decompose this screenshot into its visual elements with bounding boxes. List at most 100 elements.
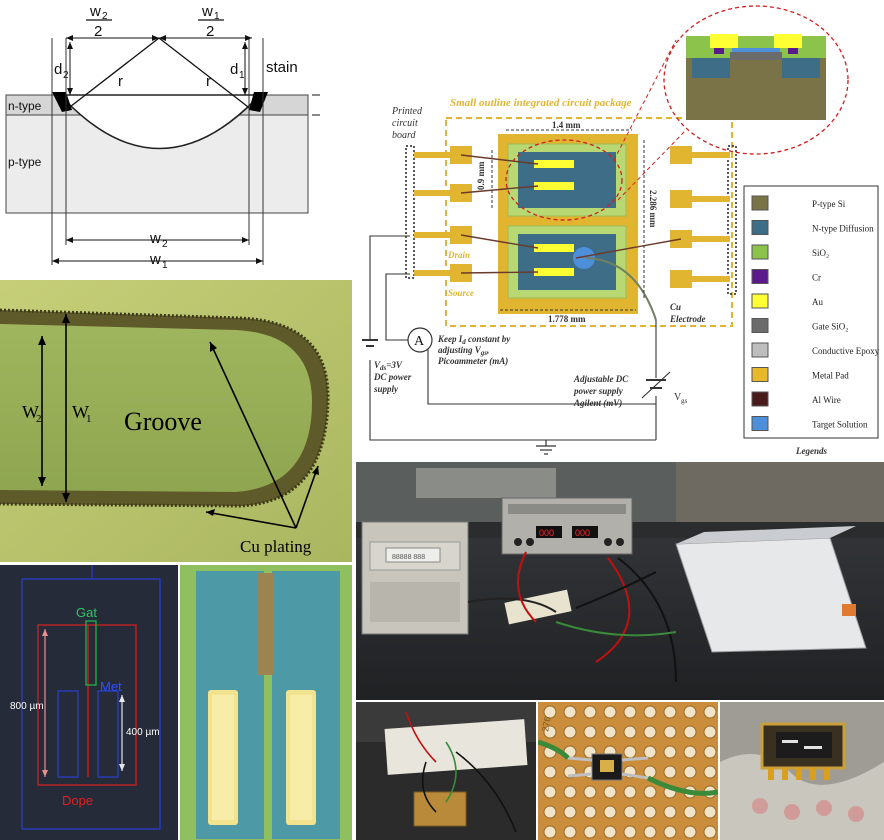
label-electrode: Electrode [669, 314, 706, 324]
perf-hole [663, 725, 677, 739]
perfboard-photo-panel: 276 [538, 702, 718, 840]
label-vgs: V [674, 392, 682, 403]
perf-hole [643, 725, 657, 739]
packaged-chip-svg [720, 702, 884, 840]
arrowheads-w [38, 314, 70, 502]
perf-hole [603, 805, 617, 819]
packaged-chip-photo-panel [720, 702, 884, 840]
stain-mark-left [52, 92, 72, 112]
cavity-wires [782, 740, 822, 749]
legend-label: Conductive Epoxy [812, 346, 880, 356]
perf-hole [703, 725, 717, 739]
mask-layout-svg: Gat Met Dope 800 µm 400 µm [0, 565, 178, 840]
callout-ellipse-small [505, 139, 623, 221]
package-dimensions [491, 129, 645, 311]
perf-hole [603, 725, 617, 739]
legend-swatch [751, 342, 769, 358]
groove-floor [0, 324, 312, 492]
label-pcb-1: Printed [391, 106, 423, 117]
perf-hole [623, 725, 637, 739]
perf-hole [623, 705, 637, 719]
label-d2: d [54, 61, 62, 78]
perfboard-small [413, 791, 467, 827]
label-dim-2-286mm: 2.286 mm [648, 190, 658, 228]
bond-wires [460, 154, 682, 274]
legend-swatch [751, 244, 769, 260]
perf-hole [623, 825, 637, 839]
pcb-bar-left [405, 145, 415, 279]
perfboard-photo-svg: 276 [538, 702, 718, 840]
label-w2-num: w [89, 3, 101, 20]
dim-d-arrowheads [67, 42, 248, 95]
label-vgs-sub: gs [681, 397, 688, 405]
perf-hole [623, 785, 637, 799]
label-r-left: r [118, 73, 123, 90]
solder-joints [567, 756, 649, 780]
groove-cross-section-svg: w 2 2 w 1 2 d 2 d 1 r r stain x j n-type… [5, 3, 320, 271]
perf-hole [543, 705, 557, 719]
cross-section-inset [686, 34, 826, 120]
label-dope: Dope [62, 793, 93, 808]
label-w1-bottom: w [149, 251, 161, 268]
gate-region [85, 620, 97, 686]
laptop [675, 526, 867, 653]
label-adjustable-3: Agilent (mV) [573, 398, 622, 408]
metal-region-left [57, 690, 79, 778]
legend-label: SiO₂ [812, 248, 829, 258]
perf-hole [543, 725, 557, 739]
label-pcb-3: board [392, 130, 417, 141]
label-groove: Groove [124, 407, 202, 436]
legend-items: P-type Si N-type Diffusion SiO₂ Cr Au Gate Si… [751, 195, 880, 431]
label-vds: Vds=3V [374, 360, 403, 372]
label-w2-sub: 2 [36, 413, 42, 425]
label-cu-plating: Cu plating [240, 537, 312, 556]
breadboard-photo-wires [405, 711, 517, 833]
perf-hole [643, 745, 657, 759]
perfboard-label: 276 [540, 716, 552, 733]
label-gate: Gat [76, 605, 97, 620]
perf-hole [543, 765, 557, 779]
label-picoammeter: Picoammeter (mA) [438, 356, 508, 366]
pins-left [414, 146, 472, 282]
perf-hole [663, 765, 677, 779]
ammeter-label: A [414, 334, 425, 349]
label-n-type: n-type [8, 99, 42, 113]
label-w1-num-sub: 1 [214, 11, 220, 22]
perf-hole [583, 785, 597, 799]
chip-micrograph-panel [180, 565, 352, 840]
perf-hole [663, 805, 677, 819]
label-dc-power: DC power [373, 372, 412, 382]
perf-hole [683, 805, 697, 819]
au-pad-right-highlight [290, 695, 312, 820]
perf-hole [703, 805, 717, 819]
legend-label: Metal Pad [812, 371, 849, 381]
callout-leader-bottom [617, 129, 687, 201]
layout-background [0, 565, 178, 840]
perf-hole [603, 705, 617, 719]
mask-layout-panel: Gat Met Dope 800 µm 400 µm [0, 565, 178, 840]
label-pcb-2: circuit [392, 118, 418, 129]
lab-bench-photo-panel: 88888 888 000 000 [356, 462, 884, 700]
perf-hole [643, 825, 657, 839]
breadboard-body [384, 719, 528, 775]
legend-swatch [751, 391, 769, 407]
label-w1-num: w [201, 3, 213, 20]
substrate-holes [752, 798, 864, 822]
perf-hole [683, 765, 697, 779]
label-w2-den: 2 [94, 23, 102, 40]
legend-swatch [751, 318, 769, 333]
perf-hole [563, 825, 577, 839]
perf-hole [563, 785, 577, 799]
metal-region-right [97, 690, 119, 778]
circuit-diagram-panel: A P-type Si N-type Diffusion SiO₂ Cr Au Gate … [356, 0, 884, 462]
die-sensor-bottom-ndiff [518, 234, 616, 290]
groove-micrograph-svg: W 2 W 1 Groove Cu plating [0, 280, 352, 562]
perf-hole [603, 825, 617, 839]
label-adjustable-2: power supply [573, 386, 624, 396]
perf-hole [583, 805, 597, 819]
perf-hole [543, 785, 557, 799]
perf-hole [583, 825, 597, 839]
radius-line-left [65, 37, 160, 111]
label-dim-1-4mm: 1.4 mm [552, 120, 581, 130]
breadboard-photo-svg [356, 702, 536, 840]
